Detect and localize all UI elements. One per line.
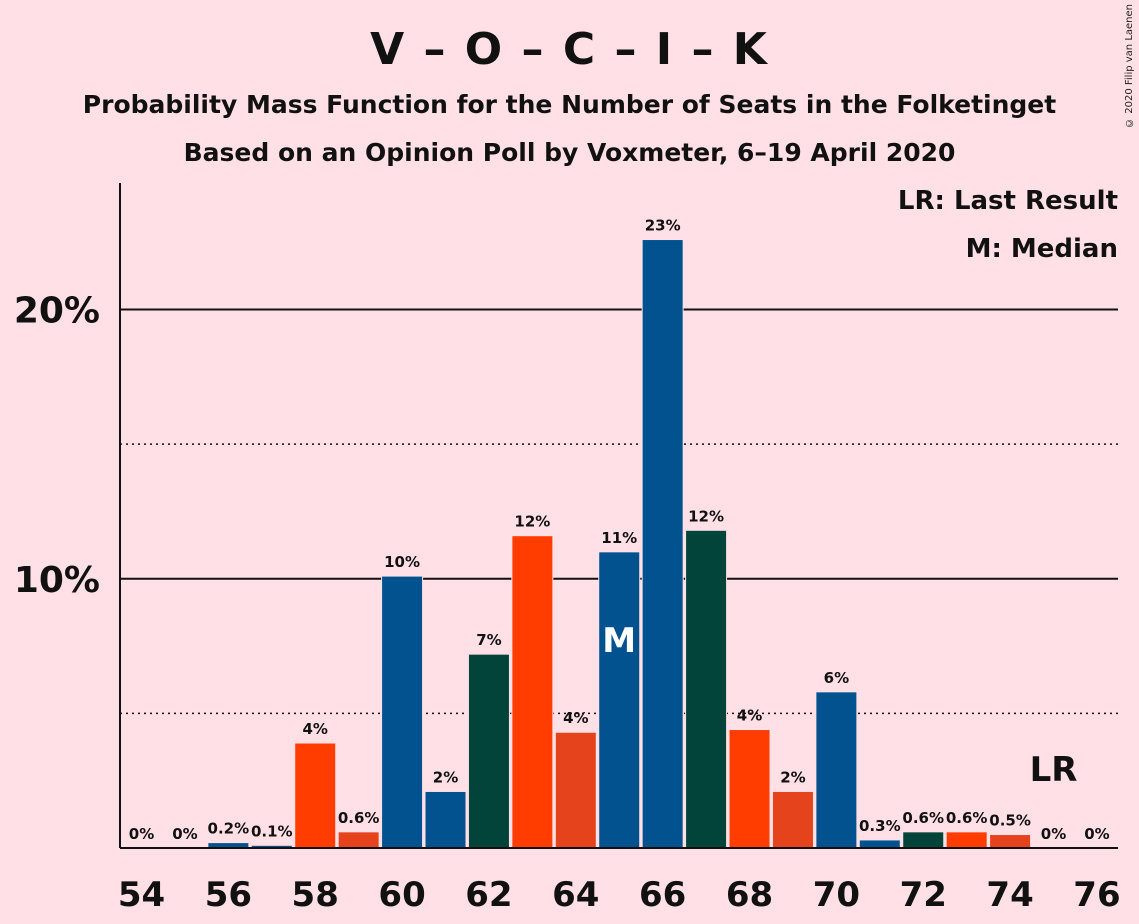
bar-68 bbox=[728, 729, 771, 849]
markers: M LR bbox=[602, 621, 1077, 790]
axes: 10% 20% 54 56 58 60 62 64 66 68 70 72 74 76 bbox=[14, 183, 1121, 915]
bar-64 bbox=[554, 731, 597, 849]
bar-label-69: 2% bbox=[780, 768, 805, 786]
bar-label-55: 0% bbox=[172, 825, 197, 843]
bar-label-74: 0.5% bbox=[989, 812, 1031, 830]
x-tick-label-66: 66 bbox=[639, 875, 686, 915]
bar-label-67: 12% bbox=[688, 507, 724, 525]
bar-72 bbox=[902, 831, 945, 849]
bar-60 bbox=[381, 575, 424, 849]
bar-label-76: 0% bbox=[1084, 825, 1109, 843]
chart-subtitle: Probability Mass Function for the Number… bbox=[82, 90, 1057, 119]
legend-last-result: LR: Last Result bbox=[897, 186, 1118, 216]
x-tick-label-72: 72 bbox=[900, 875, 947, 915]
bar-label-71: 0.3% bbox=[859, 817, 901, 835]
x-tick-label-62: 62 bbox=[465, 875, 512, 915]
bar-label-70: 6% bbox=[824, 669, 849, 687]
bar-label-58: 4% bbox=[302, 720, 327, 738]
bar-65 bbox=[598, 551, 641, 849]
last-result-marker: LR bbox=[1030, 750, 1078, 790]
median-marker: M bbox=[602, 621, 636, 661]
bar-label-68: 4% bbox=[737, 707, 762, 725]
bar-70 bbox=[815, 691, 858, 849]
bar-label-65: 11% bbox=[601, 529, 637, 547]
y-tick-label-20: 20% bbox=[14, 291, 100, 332]
bar-59 bbox=[337, 831, 380, 849]
x-tick-label-64: 64 bbox=[552, 875, 599, 915]
bar-label-75: 0% bbox=[1041, 825, 1066, 843]
x-tick-label-70: 70 bbox=[813, 875, 860, 915]
bar-label-62: 7% bbox=[476, 631, 501, 649]
chart-subtitle-poll: Based on an Opinion Poll by Voxmeter, 6–… bbox=[183, 138, 956, 167]
y-tick-label-10: 10% bbox=[14, 560, 100, 601]
x-tick-label-68: 68 bbox=[726, 875, 773, 915]
x-tick-label-56: 56 bbox=[205, 875, 252, 915]
x-tick-label-58: 58 bbox=[292, 875, 339, 915]
bar-label-73: 0.6% bbox=[946, 809, 988, 827]
bar-label-64: 4% bbox=[563, 709, 588, 727]
bar-71 bbox=[858, 839, 901, 849]
bar-62 bbox=[467, 653, 510, 849]
legend-median: M: Median bbox=[965, 234, 1118, 264]
x-tick-label-60: 60 bbox=[378, 875, 425, 915]
bar-label-57: 0.1% bbox=[251, 822, 293, 840]
bar-label-54: 0% bbox=[129, 825, 154, 843]
bar-69 bbox=[771, 790, 814, 849]
x-tick-label-54: 54 bbox=[118, 875, 165, 915]
bar-73 bbox=[945, 831, 988, 849]
x-tick-label-74: 74 bbox=[986, 875, 1033, 915]
bar-label-60: 10% bbox=[384, 553, 420, 571]
bar-label-63: 12% bbox=[514, 513, 550, 531]
bar-label-59: 0.6% bbox=[338, 809, 380, 827]
bar-label-56: 0.2% bbox=[208, 820, 250, 838]
bars bbox=[207, 239, 1032, 849]
bar-67 bbox=[685, 529, 728, 849]
bar-labels: 0% 0% 0.2% 0.1% 4% 0.6% 10% 2% 7% 12% 4% 11% 23% 12% 4… bbox=[129, 217, 1110, 843]
bar-63 bbox=[511, 535, 554, 849]
bar-label-66: 23% bbox=[645, 217, 681, 235]
bar-label-61: 2% bbox=[433, 768, 458, 786]
x-tick-label-76: 76 bbox=[1073, 875, 1120, 915]
bar-66 bbox=[641, 239, 684, 849]
bar-label-72: 0.6% bbox=[902, 809, 944, 827]
chart-title: V – O – C – I – K bbox=[370, 24, 769, 75]
bar-58 bbox=[294, 742, 337, 849]
bar-74 bbox=[989, 834, 1032, 849]
bar-61 bbox=[424, 790, 467, 849]
